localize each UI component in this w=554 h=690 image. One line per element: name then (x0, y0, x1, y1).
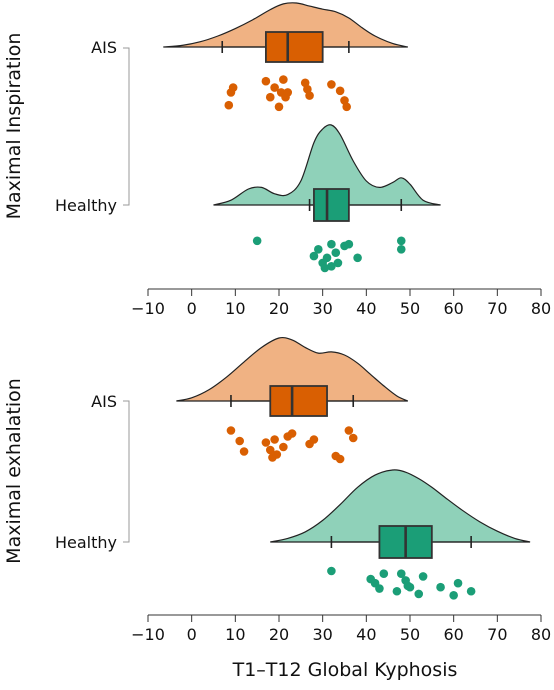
data-point (287, 429, 297, 438)
box (264, 31, 324, 63)
data-point (396, 236, 406, 246)
x-tick-label: 0 (187, 625, 197, 644)
group-label: Healthy (55, 533, 117, 552)
data-point (235, 436, 244, 446)
chart-panels: Maximal Inspiration AIS Healthy −10 0 10 20 30 4… (3, 2, 551, 644)
data-point (224, 100, 234, 110)
data-point (414, 589, 424, 599)
data-point (335, 86, 345, 96)
data-point (314, 245, 323, 254)
x-tick-label: 10 (225, 299, 245, 318)
x-axis: −10 0 10 20 30 40 50 60 70 80 (131, 288, 551, 318)
x-tick-label: 70 (487, 625, 507, 644)
data-point (375, 584, 384, 593)
panel-exhalation: Maximal exhalation AIS Healthy −10 0 10 20 30 40… (3, 336, 551, 644)
data-point (327, 262, 336, 271)
data-point (274, 102, 284, 112)
x-tick-label: 10 (225, 625, 245, 644)
group-axis-bracket (123, 47, 130, 206)
data-point (379, 569, 389, 578)
x-tick-label: 50 (400, 625, 420, 644)
data-point (265, 92, 275, 102)
x-tick-label: 0 (187, 299, 197, 318)
data-point (239, 447, 249, 456)
x-tick-label: 40 (356, 625, 376, 644)
x-tick-label: −10 (131, 625, 165, 644)
data-point (305, 91, 314, 100)
group-ais: AIS (91, 336, 409, 464)
x-tick-label: 20 (269, 299, 289, 318)
data-point (261, 438, 271, 447)
panel-label: Maximal Inspiration (3, 33, 25, 220)
group-healthy: Healthy (55, 124, 441, 273)
data-point (396, 569, 406, 578)
x-tick-label: 40 (356, 299, 376, 318)
data-point (327, 239, 336, 249)
group-axis-bracket (123, 400, 130, 543)
data-point (327, 566, 336, 576)
panel-label: Maximal exhalation (3, 378, 25, 564)
x-tick-label: −10 (131, 299, 165, 318)
data-point (335, 454, 345, 464)
data-point (261, 76, 271, 86)
data-point (405, 582, 415, 592)
data-point (396, 245, 406, 254)
data-point (348, 433, 358, 443)
data-point (344, 426, 354, 435)
data-point (279, 442, 288, 452)
data-point (265, 445, 275, 455)
x-axis: −10 0 10 20 30 40 50 60 70 80 (131, 614, 551, 644)
group-label: AIS (91, 392, 117, 411)
data-point (228, 83, 238, 92)
data-point (436, 582, 445, 592)
data-point (252, 236, 262, 246)
group-label: Healthy (55, 196, 117, 215)
data-point (327, 80, 336, 89)
data-point (322, 253, 332, 263)
x-axis-title: T1–T12 Global Kyphosis (232, 659, 458, 681)
x-tick-label: 30 (312, 299, 332, 318)
panel-inspiration: Maximal Inspiration AIS Healthy −10 0 10 20 30 4… (3, 2, 551, 318)
x-tick-label: 60 (443, 299, 463, 318)
density-curve (213, 124, 441, 206)
x-tick-label: 70 (487, 299, 507, 318)
data-point (333, 258, 343, 268)
data-point (342, 102, 351, 112)
box (313, 188, 350, 222)
data-point (272, 450, 282, 459)
x-tick-label: 80 (531, 625, 551, 644)
x-tick-label: 60 (443, 625, 463, 644)
density-curve (176, 336, 409, 402)
data-point (320, 263, 330, 273)
data-point (418, 572, 428, 581)
data-point (309, 251, 319, 261)
data-point (453, 578, 463, 588)
data-point (331, 248, 341, 257)
data-point (226, 426, 236, 435)
data-point (309, 435, 319, 444)
data-point (270, 435, 279, 444)
data-point (270, 83, 279, 92)
data-point (466, 586, 476, 596)
box (269, 385, 328, 417)
group-healthy: Healthy (55, 469, 531, 600)
data-point (283, 88, 293, 97)
data-point (279, 75, 288, 84)
group-ais: AIS (91, 2, 408, 112)
data-point (353, 253, 362, 263)
density-curve (163, 2, 408, 48)
x-tick-label: 50 (400, 299, 420, 318)
data-point (344, 239, 354, 249)
x-tick-label: 20 (269, 625, 289, 644)
density-curve (270, 469, 531, 543)
data-point (449, 591, 458, 600)
x-tick-label: 80 (531, 299, 551, 318)
data-point (392, 586, 402, 596)
x-tick-label: 30 (312, 625, 332, 644)
group-label: AIS (91, 38, 117, 57)
